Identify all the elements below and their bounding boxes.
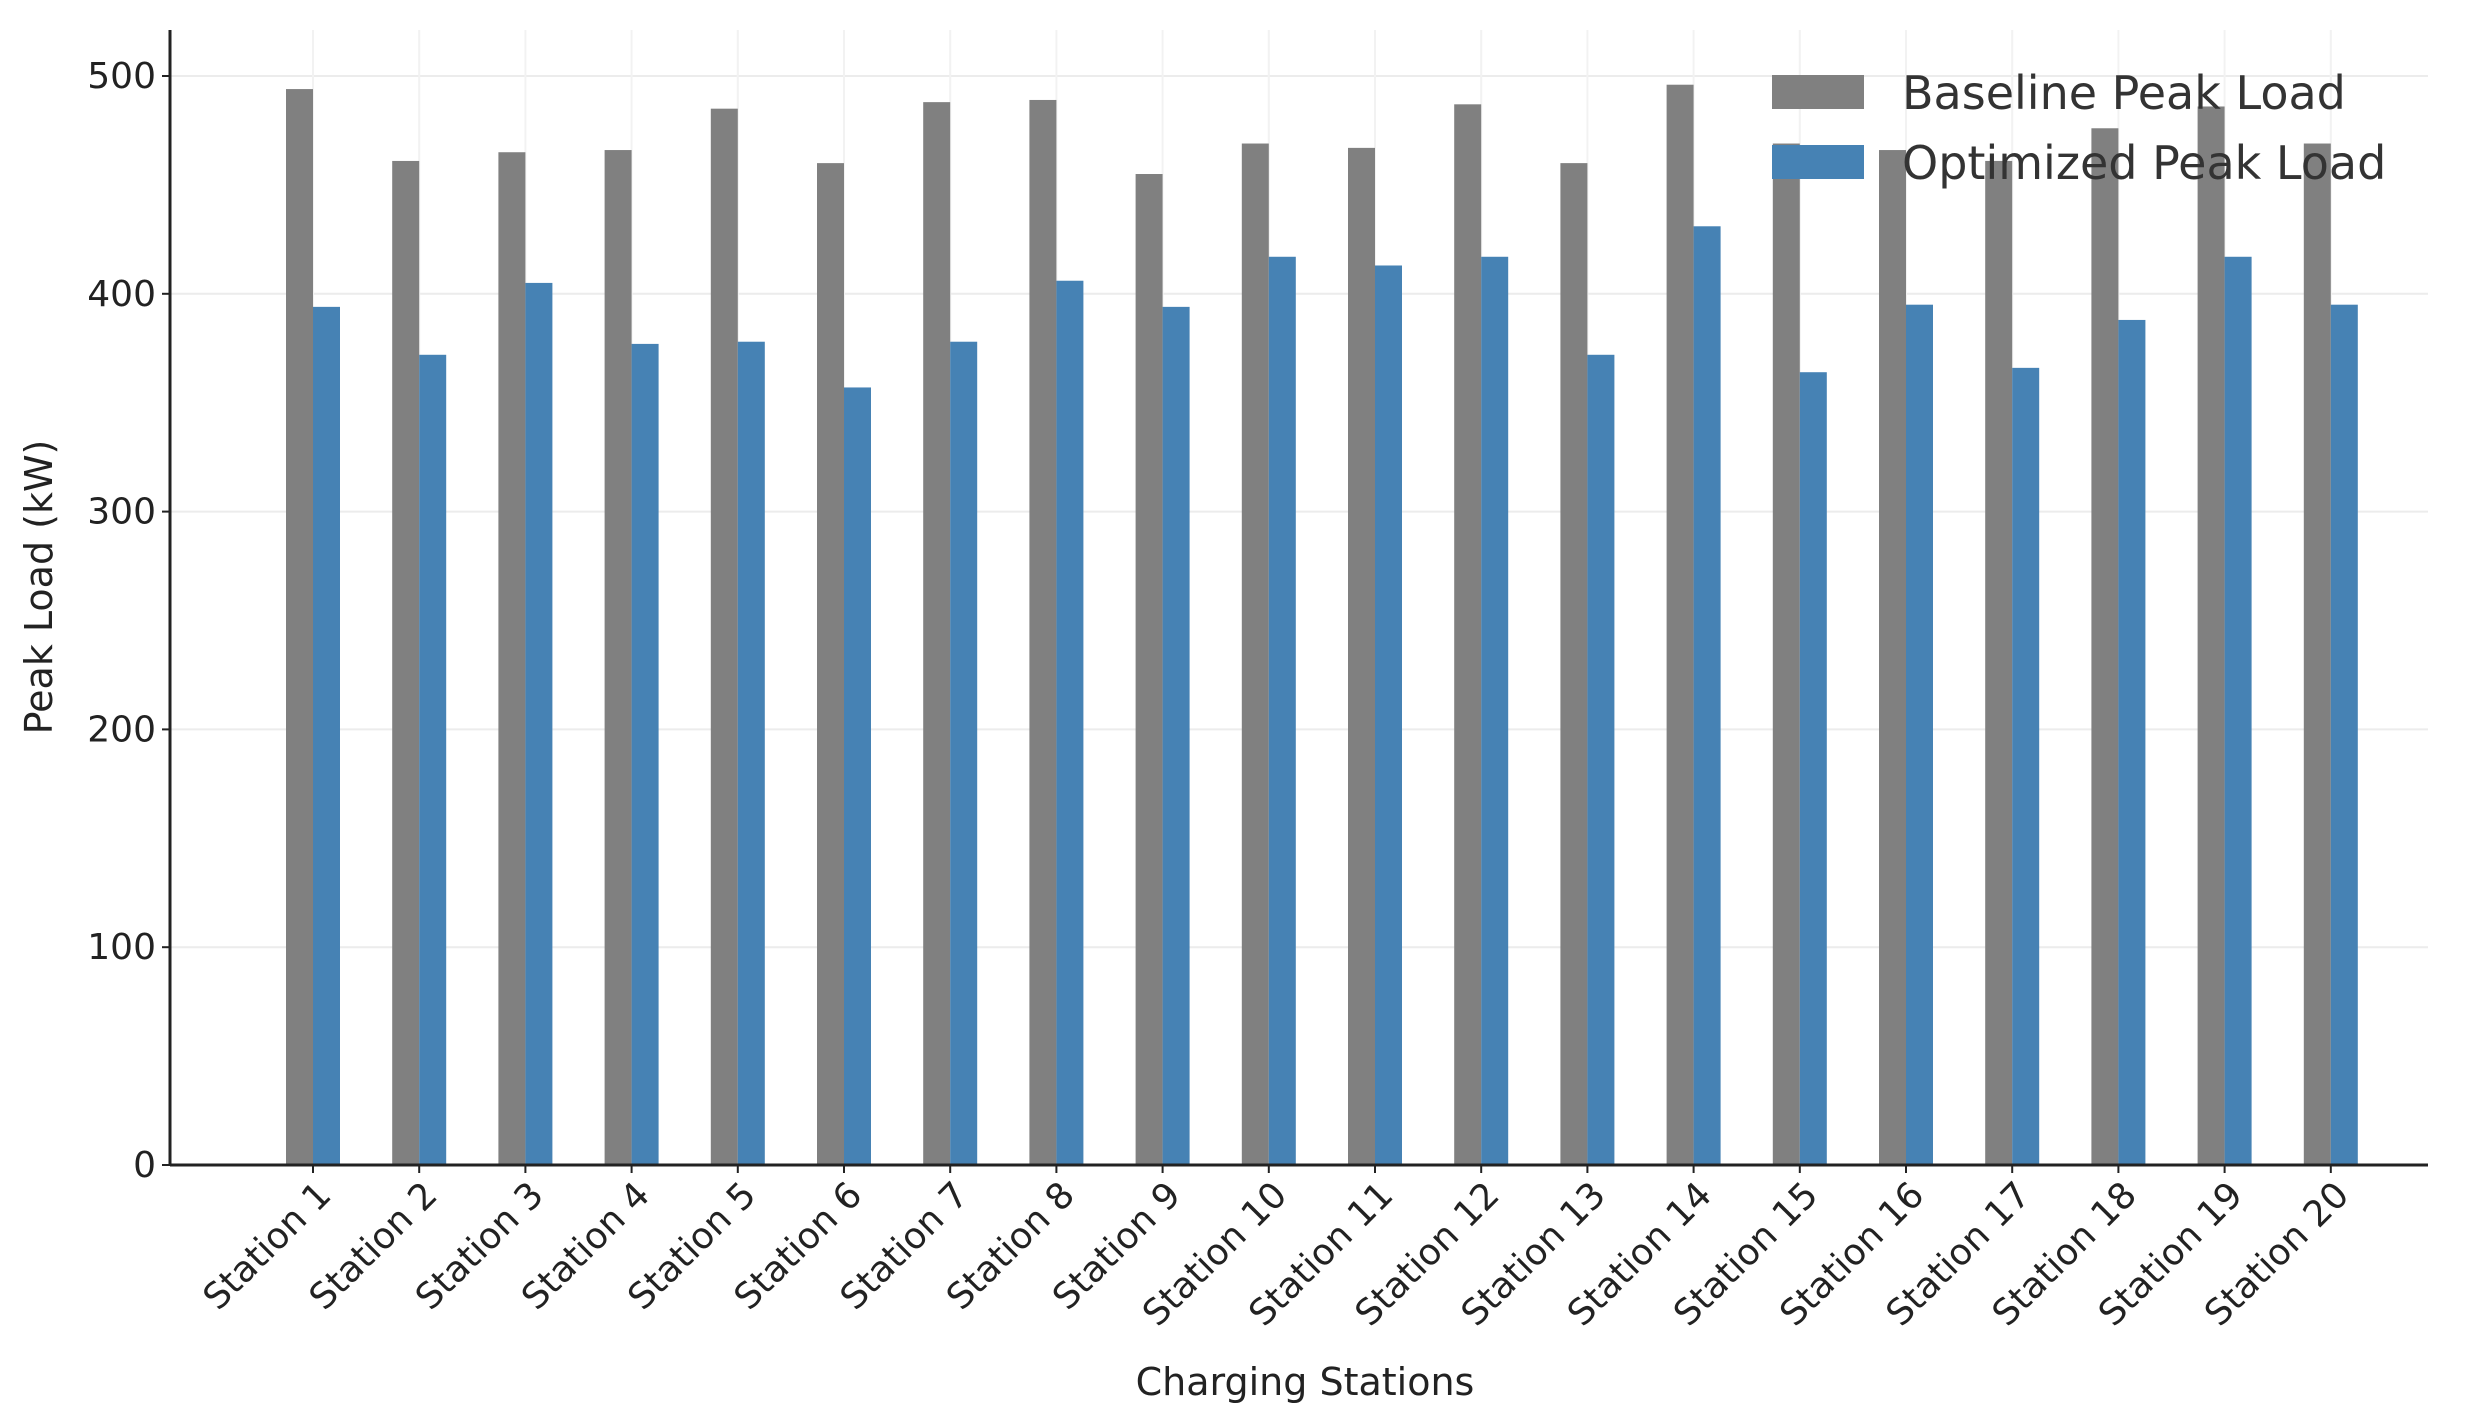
bar-optimized-peak-load-6	[844, 387, 871, 1166]
bar-optimized-peak-load-4	[631, 343, 659, 1165]
bar-optimized-peak-load-10	[1268, 256, 1296, 1165]
bar-baseline-peak-load-4	[604, 150, 632, 1165]
bar-baseline-peak-load-19	[2197, 106, 2225, 1166]
bar-optimized-peak-load-9	[1162, 306, 1190, 1165]
bar-baseline-peak-load-8	[1029, 99, 1057, 1165]
bar-baseline-peak-load-7	[923, 102, 951, 1166]
legend-label-optimized-peak-load: Optimized Peak Load	[1902, 136, 2386, 190]
y-tick-label-3: 300	[87, 492, 156, 533]
bar-optimized-peak-load-19	[2224, 256, 2252, 1165]
bar-optimized-peak-load-8	[1056, 280, 1084, 1165]
bar-baseline-peak-load-13	[1560, 163, 1588, 1165]
legend-swatch-baseline-peak-load	[1772, 75, 1864, 109]
bar-baseline-peak-load-1	[286, 89, 313, 1166]
bar-baseline-peak-load-20	[2303, 143, 2331, 1165]
bar-baseline-peak-load-16	[1879, 150, 1906, 1165]
bar-optimized-peak-load-11	[1375, 265, 1402, 1166]
y-tick-labels: 0 100 200 300 400 500	[87, 56, 170, 1186]
bar-baseline-peak-load-18	[2091, 128, 2119, 1166]
x-axis-title: Charging Stations	[1136, 1360, 1475, 1404]
legend: Baseline Peak Load Optimized Peak Load	[1772, 66, 2386, 190]
bar-baseline-peak-load-3	[498, 152, 526, 1166]
bar-baseline-peak-load-11	[1348, 147, 1375, 1165]
y-tick-label-2: 200	[87, 709, 156, 750]
bar-optimized-peak-load-1	[313, 306, 340, 1165]
y-tick-label-4: 400	[87, 274, 156, 315]
bar-optimized-peak-load-16	[1906, 304, 1933, 1165]
bar-baseline-peak-load-2	[392, 160, 420, 1165]
bar-baseline-peak-load-10	[1241, 143, 1269, 1165]
y-axis-title: Peak Load (kW)	[17, 440, 61, 735]
bar-optimized-peak-load-17	[2012, 367, 2040, 1165]
bar-baseline-peak-load-17	[1985, 160, 2013, 1165]
y-tick-label-1: 100	[87, 927, 156, 968]
bar-baseline-peak-load-14	[1666, 84, 1694, 1165]
bar-baseline-peak-load-9	[1135, 174, 1163, 1165]
bar-baseline-peak-load-6	[817, 163, 844, 1165]
bar-optimized-peak-load-18	[2118, 319, 2146, 1165]
bar-optimized-peak-load-14	[1693, 226, 1721, 1166]
bar-optimized-peak-load-12	[1481, 256, 1509, 1165]
legend-swatch-optimized-peak-load	[1772, 145, 1864, 179]
bar-optimized-peak-load-2	[419, 354, 447, 1165]
bar-optimized-peak-load-20	[2330, 304, 2358, 1165]
bar-baseline-peak-load-5	[710, 108, 738, 1165]
bar-optimized-peak-load-3	[525, 282, 553, 1165]
y-tick-label-0: 0	[133, 1145, 156, 1186]
axes-layer	[168, 30, 2428, 1167]
bar-optimized-peak-load-5	[737, 341, 765, 1165]
legend-label-baseline-peak-load: Baseline Peak Load	[1902, 66, 2346, 120]
bar-baseline-peak-load-15	[1772, 143, 1800, 1165]
bar-optimized-peak-load-15	[1799, 372, 1827, 1165]
y-tick-label-5: 500	[87, 56, 156, 97]
bars-layer	[286, 84, 2358, 1166]
bar-optimized-peak-load-7	[950, 341, 978, 1165]
bar-baseline-peak-load-12	[1454, 104, 1482, 1166]
bar-optimized-peak-load-13	[1587, 354, 1615, 1165]
